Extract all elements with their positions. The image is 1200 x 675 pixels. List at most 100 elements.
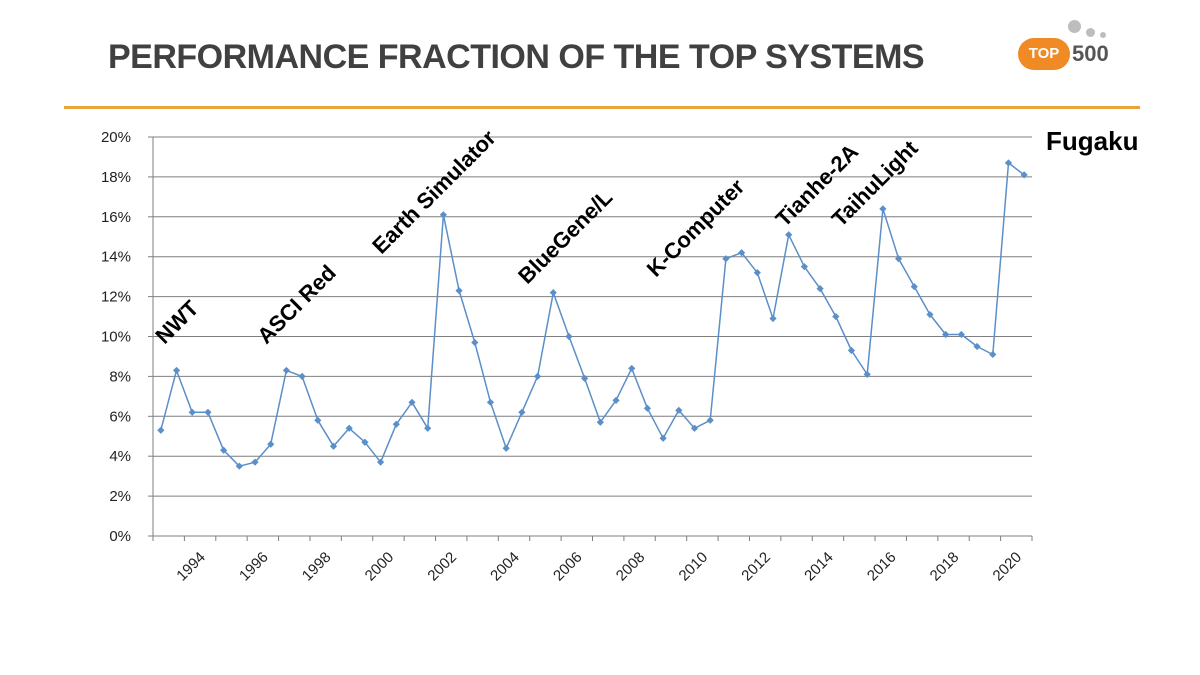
data-point (832, 312, 840, 321)
y-tick-label: 2% (109, 488, 131, 505)
data-point (408, 398, 416, 406)
data-point (188, 408, 196, 416)
data-point (738, 249, 746, 257)
data-point (533, 372, 542, 380)
data-point (172, 366, 181, 375)
y-tick-label: 4% (109, 448, 131, 465)
data-point (957, 330, 965, 339)
annotation-label: NWT (150, 295, 203, 348)
axes (148, 136, 1033, 541)
top500-logo: TOP 500 (1012, 18, 1132, 78)
data-point (596, 418, 604, 426)
data-point (800, 263, 809, 271)
page-title: PERFORMANCE FRACTION OF THE TOP SYSTEMS (108, 38, 925, 76)
data-point (361, 438, 369, 446)
data-point (643, 404, 652, 412)
y-tick-label: 18% (101, 169, 131, 186)
x-tick-label: 2002 (424, 549, 460, 585)
data-point (690, 424, 699, 432)
series (157, 159, 1028, 470)
x-tick-label: 2008 (613, 549, 649, 585)
data-point (816, 285, 824, 293)
data-point (157, 426, 165, 434)
data-point (298, 372, 306, 380)
data-point (879, 205, 887, 213)
data-point (267, 440, 275, 448)
data-point (1020, 171, 1028, 179)
y-axis-ticks: 0% 2% 4% 6% 8% 10% 12% 14% 16% 18% 20% (101, 129, 131, 545)
title-divider (64, 106, 1140, 109)
data-point (235, 462, 243, 470)
annotation-label: BlueGene/L (513, 184, 617, 288)
x-tick-label: 2018 (927, 549, 963, 585)
data-point (314, 416, 322, 424)
data-point (345, 424, 353, 432)
data-point (376, 458, 385, 466)
annotation-label: ASCI Red (252, 260, 341, 349)
y-tick-label: 14% (101, 249, 131, 266)
logo-dot-large (1068, 20, 1081, 33)
x-tick-label: 1994 (173, 549, 209, 585)
y-tick-label: 6% (109, 408, 131, 425)
data-point (942, 330, 950, 339)
data-point (847, 346, 856, 355)
x-tick-label: 1998 (299, 549, 335, 585)
data-point (785, 231, 793, 239)
data-point (329, 442, 338, 450)
data-point (392, 420, 400, 428)
data-point (753, 269, 761, 277)
data-point (581, 374, 589, 382)
annotation-label: K-Computer (642, 174, 750, 282)
logo-dot-small (1100, 32, 1106, 38)
annotations: NWT ASCI Red Earth Simulator BlueGene/L K-Co… (150, 125, 1138, 349)
logo-number: 500 (1072, 41, 1109, 66)
data-point (486, 398, 495, 406)
data-point (659, 434, 667, 442)
annotation-label: Fugaku (1046, 126, 1138, 156)
y-tick-label: 12% (101, 289, 131, 306)
x-tick-label: 2010 (676, 549, 712, 585)
data-point (549, 289, 557, 297)
data-point (769, 314, 777, 323)
annotation-label: Earth Simulator (367, 125, 501, 259)
data-point (471, 338, 479, 347)
x-tick-label: 2000 (362, 549, 398, 585)
data-point (1004, 159, 1013, 167)
y-tick-label: 0% (109, 528, 131, 545)
series-line (160, 162, 1025, 467)
data-point (424, 424, 432, 432)
data-point (989, 350, 997, 359)
data-point (251, 458, 259, 466)
y-tick-label: 20% (101, 129, 131, 146)
data-point (894, 255, 903, 263)
y-tick-label: 16% (101, 209, 131, 226)
data-point (518, 408, 526, 416)
logo-badge: TOP (1018, 38, 1070, 70)
data-point (612, 396, 620, 404)
x-tick-label: 2014 (801, 549, 837, 585)
x-tick-label: 2006 (550, 549, 586, 585)
data-point (455, 287, 463, 295)
data-point (675, 406, 683, 414)
data-point (439, 211, 447, 219)
x-tick-label: 1996 (236, 549, 272, 585)
data-point (973, 342, 981, 351)
data-point (204, 408, 212, 416)
data-point (628, 364, 636, 373)
x-tick-label: 2012 (738, 549, 774, 585)
x-axis-ticks: 1994 1996 1998 2000 2002 2004 2006 2008 2010 2012… (173, 549, 1025, 585)
x-tick-label: 2016 (864, 549, 900, 585)
data-point (706, 416, 714, 424)
data-point (565, 332, 573, 341)
y-tick-label: 8% (109, 368, 131, 385)
y-tick-label: 10% (101, 329, 131, 346)
logo-dot-medium (1086, 28, 1095, 37)
data-point (926, 310, 934, 319)
x-tick-label: 2020 (990, 549, 1026, 585)
x-tick-label: 2004 (487, 549, 523, 585)
data-point (722, 255, 730, 263)
data-point (910, 283, 918, 291)
data-point (863, 370, 871, 379)
data-point (220, 446, 228, 454)
